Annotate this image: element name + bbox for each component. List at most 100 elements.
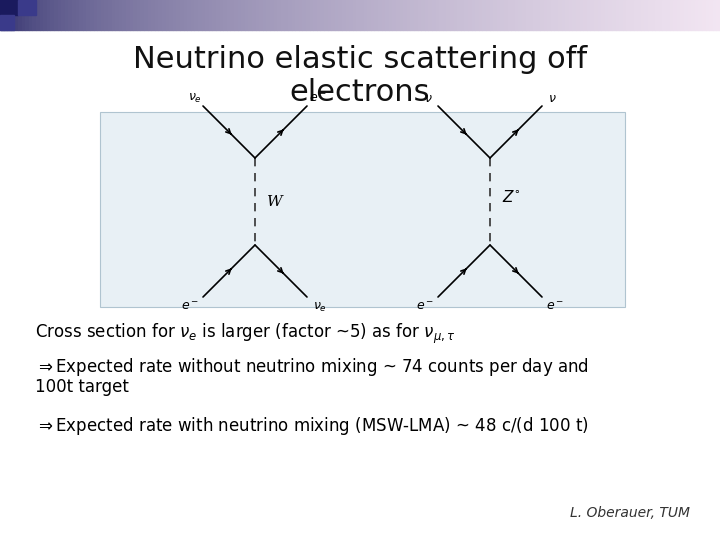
Bar (644, 0, 648, 30)
Bar (601, 0, 605, 30)
Bar (346, 0, 349, 30)
Bar (122, 0, 126, 30)
Bar (155, 0, 158, 30)
Bar (18, 0, 22, 30)
Bar (623, 0, 626, 30)
Bar (40, 0, 43, 30)
Bar (281, 0, 284, 30)
Text: $e^-$: $e^-$ (309, 91, 327, 105)
Bar (508, 0, 511, 30)
Bar (115, 0, 119, 30)
Bar (216, 0, 220, 30)
Bar (648, 0, 652, 30)
Bar (662, 0, 666, 30)
Bar (673, 0, 677, 30)
Bar (223, 0, 227, 30)
Bar (288, 0, 292, 30)
Bar (612, 0, 616, 30)
Bar (684, 0, 688, 30)
Bar (313, 0, 317, 30)
Bar (342, 0, 346, 30)
Bar (371, 0, 374, 30)
Bar (212, 0, 216, 30)
Bar (328, 0, 331, 30)
Bar (414, 0, 418, 30)
Bar (425, 0, 428, 30)
Bar (367, 0, 371, 30)
Bar (706, 0, 709, 30)
Bar (4, 0, 7, 30)
Bar (173, 0, 176, 30)
Bar (50, 0, 54, 30)
Bar (101, 0, 104, 30)
Bar (403, 0, 407, 30)
Bar (572, 0, 576, 30)
Bar (709, 0, 713, 30)
Bar (76, 0, 79, 30)
Bar (90, 0, 94, 30)
Bar (677, 0, 680, 30)
Bar (151, 0, 155, 30)
Bar (270, 0, 274, 30)
Bar (479, 0, 482, 30)
Bar (626, 0, 630, 30)
Text: $\nu$: $\nu$ (548, 91, 557, 105)
Bar (79, 0, 83, 30)
Bar (432, 0, 436, 30)
Bar (61, 0, 65, 30)
Bar (83, 0, 86, 30)
Bar (230, 0, 234, 30)
Bar (198, 0, 202, 30)
Text: $\Rightarrow$Expected rate without neutrino mixing ~ 74 counts per day and: $\Rightarrow$Expected rate without neutr… (35, 356, 589, 378)
Bar (331, 0, 335, 30)
Bar (558, 0, 562, 30)
Bar (11, 0, 14, 30)
Bar (72, 0, 76, 30)
Bar (252, 0, 256, 30)
Bar (338, 0, 342, 30)
Bar (526, 0, 529, 30)
Bar (263, 0, 266, 30)
Bar (472, 0, 475, 30)
Bar (562, 0, 565, 30)
Bar (162, 0, 166, 30)
Text: $\nu_e$: $\nu_e$ (188, 91, 202, 105)
Bar (576, 0, 580, 30)
Bar (374, 0, 378, 30)
Bar (529, 0, 533, 30)
Bar (299, 0, 302, 30)
Text: L. Oberauer, TUM: L. Oberauer, TUM (570, 506, 690, 520)
Bar (565, 0, 569, 30)
Bar (680, 0, 684, 30)
Bar (97, 0, 101, 30)
Bar (166, 0, 169, 30)
Bar (259, 0, 263, 30)
Bar (292, 0, 295, 30)
Bar (58, 0, 61, 30)
Bar (245, 0, 248, 30)
Bar (695, 0, 698, 30)
Bar (475, 0, 479, 30)
Bar (457, 0, 461, 30)
Text: $\nu$: $\nu$ (423, 91, 432, 105)
Text: $Z^{\circ}$: $Z^{\circ}$ (502, 188, 521, 205)
Bar (637, 0, 641, 30)
Bar (274, 0, 277, 30)
Bar (360, 0, 364, 30)
Bar (18, 0, 36, 15)
Bar (234, 0, 238, 30)
Bar (418, 0, 421, 30)
Bar (248, 0, 252, 30)
Bar (0, 0, 4, 30)
Bar (594, 0, 598, 30)
Bar (702, 0, 706, 30)
Bar (227, 0, 230, 30)
Bar (616, 0, 619, 30)
Bar (490, 0, 493, 30)
Bar (634, 0, 637, 30)
Bar (698, 0, 702, 30)
Text: $\nu_e$: $\nu_e$ (313, 300, 327, 314)
Bar (407, 0, 410, 30)
Text: 100t target: 100t target (35, 378, 129, 396)
Bar (385, 0, 389, 30)
